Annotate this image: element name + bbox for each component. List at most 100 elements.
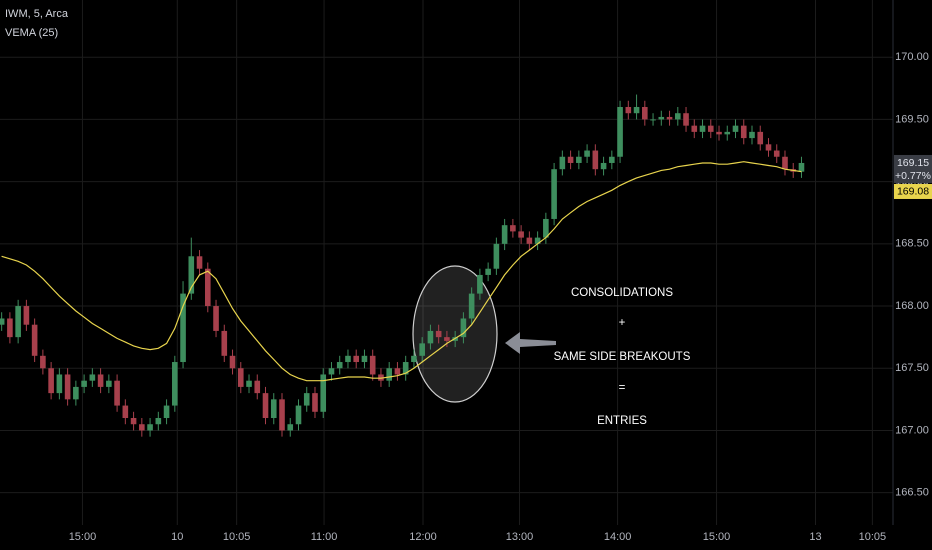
candle-body [782,156,788,170]
candle-body [254,380,261,394]
candle-body [204,268,211,307]
y-tick-label: 170.00 [895,51,929,63]
candle-body [658,116,665,120]
x-tick-label: 12:00 [409,531,437,543]
candle-body [526,237,533,244]
candle-body [402,362,409,375]
candle-body [740,125,747,139]
arrow [505,332,556,354]
annotation: = [619,382,626,394]
candle-body [369,355,376,375]
candle-body [0,318,5,325]
candle-body [130,418,137,425]
x-tick-label: 15:00 [703,531,731,543]
candle-body [773,150,780,157]
candle-body [642,106,648,120]
candle-body [345,355,351,363]
vema-line [1,161,802,382]
candle-body [765,144,772,151]
candle-body [386,368,392,381]
candle-body [122,405,129,419]
last-price-box [894,154,932,183]
candle-body [732,125,739,132]
candle-body [501,225,508,244]
candle-body [64,374,71,400]
indicator-label: VEMA (25) [5,27,58,39]
candle-body [97,374,104,387]
candle-body [567,156,574,163]
candle-body [559,156,566,170]
candle-body [427,330,434,344]
vema-price-box [894,183,932,199]
symbol-label: IWM, 5, Arca [5,8,69,20]
candle-body [270,399,277,419]
grid [0,0,893,525]
candle-body [361,355,368,363]
candle-body [73,386,79,400]
candle-body [444,337,450,341]
candle-body [89,374,96,381]
candle-body [56,374,63,394]
candle-body [584,150,590,157]
candle-body [147,424,153,431]
y-tick-label: 167.00 [895,424,929,436]
candle-body [493,243,500,269]
vema-price-label: 169.08 [897,185,929,197]
candle-body [378,374,384,381]
candle-body [353,355,360,363]
x-tick-label: 10:05 [859,531,887,543]
candle-body [7,318,13,338]
candle-body [279,399,285,431]
candle-body [419,343,425,356]
change-label: +0.77% [895,170,931,182]
candle-body [534,237,541,244]
candle-body [411,355,417,363]
candle-body [139,424,145,431]
candle-body [609,156,615,163]
candle-body [188,256,195,294]
candle-body [518,231,524,238]
candle-body [15,306,21,338]
candle-body [600,162,607,170]
x-tick-label: 10:05 [223,531,251,543]
candle-body [749,131,755,139]
candle-body [221,330,228,356]
candle-body [40,355,46,369]
candle-body [683,113,689,126]
candle-body [23,306,30,325]
annotation: ENTRIES [597,415,647,427]
annotation: SAME SIDE BREAKOUTS [554,351,691,363]
candle-body [633,106,640,114]
y-tick-label: 169.50 [895,113,929,125]
candle-body [543,218,549,238]
candle-body [48,368,54,394]
candle-body [320,374,327,412]
y-tick-label: 168.50 [895,238,929,250]
x-tick-label: 15:00 [69,531,97,543]
x-tick-label: 10 [171,531,183,543]
x-tick-label: 13 [809,531,821,543]
candle-body [699,125,706,132]
candle-body [246,380,252,387]
candle-body [287,424,294,431]
candle-body [172,362,178,406]
candle-body [617,106,623,157]
candle-body [394,368,401,375]
candle-body [576,156,582,163]
marks [0,94,805,437]
candle-body [551,169,557,219]
candle-body [196,256,203,269]
x-tick-label: 14:00 [604,531,632,543]
candle-body [592,150,599,170]
candle-body [295,405,302,425]
x-tick-label: 13:00 [506,531,534,543]
candle-body [81,380,87,387]
candle-body [435,330,442,338]
candle-body [625,106,632,114]
annotation: + [619,317,626,329]
candle-body [163,405,170,419]
candle-body [229,355,236,369]
candle-body [262,393,269,419]
candle-body [691,125,698,132]
candle-body [31,324,38,356]
